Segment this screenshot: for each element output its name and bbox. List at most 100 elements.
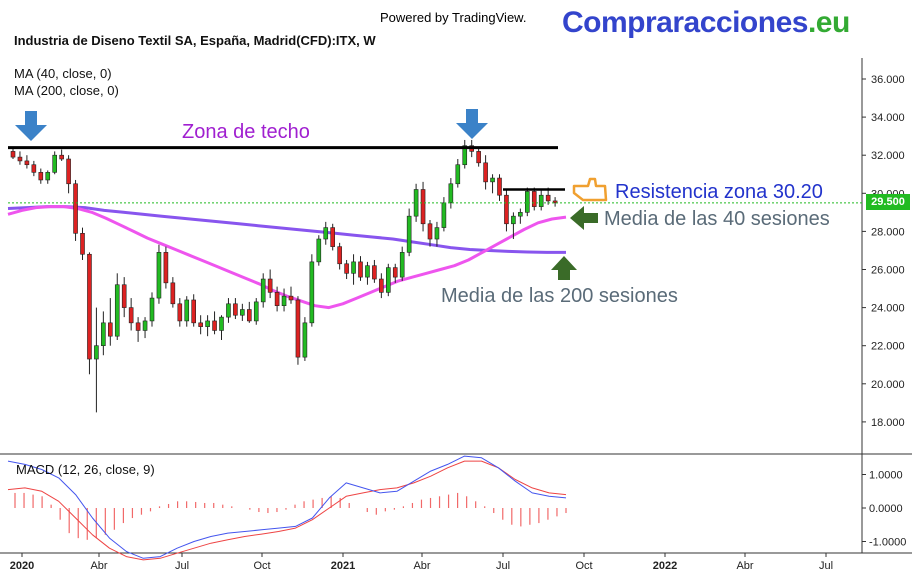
time-tick-label: Oct bbox=[253, 560, 270, 572]
candle bbox=[455, 159, 461, 188]
candle-body bbox=[170, 282, 176, 305]
candle-body bbox=[295, 299, 301, 358]
candle bbox=[80, 227, 85, 260]
candle-body bbox=[45, 172, 51, 181]
candle bbox=[24, 155, 30, 169]
candle-body bbox=[128, 307, 134, 324]
ma200-line bbox=[7, 205, 566, 254]
candle-body bbox=[177, 303, 183, 322]
candle-body bbox=[302, 322, 308, 358]
roof-arrow-right-icon bbox=[456, 109, 488, 139]
candle bbox=[316, 235, 322, 266]
ma40-label[interactable]: MA (40, close, 0) bbox=[14, 66, 112, 81]
candle-body bbox=[518, 212, 523, 217]
candle bbox=[281, 288, 287, 312]
candle-body bbox=[247, 309, 252, 322]
brand-main: Compraracciones bbox=[562, 6, 808, 39]
candle-body bbox=[66, 158, 71, 185]
candle-body bbox=[267, 278, 273, 293]
macd-tick-label: 1.0000 bbox=[869, 470, 903, 482]
candle bbox=[538, 189, 544, 211]
candle bbox=[330, 223, 336, 251]
candle-body bbox=[330, 227, 336, 247]
ma-lines bbox=[7, 205, 567, 310]
candle bbox=[87, 252, 92, 375]
candle bbox=[184, 296, 190, 327]
candle bbox=[385, 263, 391, 297]
price-axis: 36.00034.00032.00030.00028.00026.00024.0… bbox=[862, 74, 905, 429]
candle bbox=[219, 315, 224, 340]
candle-body bbox=[108, 322, 113, 337]
time-tick-label: Abr bbox=[90, 560, 107, 572]
candle bbox=[351, 254, 356, 285]
candle-body bbox=[184, 299, 190, 322]
annotation-icons bbox=[15, 109, 608, 280]
candle-body bbox=[524, 191, 530, 213]
candle-body bbox=[17, 156, 23, 162]
candle bbox=[531, 187, 537, 211]
candle bbox=[504, 189, 509, 232]
candle-body bbox=[191, 299, 196, 324]
candle bbox=[552, 197, 558, 207]
resistance-annotation: Resistencia zona 30.20 bbox=[615, 181, 823, 203]
candle bbox=[448, 178, 454, 209]
time-tick-label: Abr bbox=[736, 560, 753, 572]
candle bbox=[205, 315, 210, 337]
candle bbox=[142, 317, 148, 339]
ma200-label[interactable]: MA (200, close, 0) bbox=[14, 83, 119, 98]
last-price-badge: 29.500 bbox=[866, 194, 910, 210]
price-tick-label: 20.000 bbox=[871, 379, 905, 391]
candle-body bbox=[38, 172, 44, 181]
macd-line bbox=[7, 455, 567, 559]
roof-arrow-left-icon bbox=[15, 111, 47, 141]
candle-body bbox=[87, 253, 92, 360]
ma200-annotation: Media de las 200 sesiones bbox=[441, 285, 678, 307]
candle bbox=[524, 187, 530, 217]
price-tick-label: 22.000 bbox=[871, 341, 905, 353]
candle bbox=[149, 292, 155, 327]
candle-body bbox=[531, 191, 537, 207]
candle bbox=[462, 139, 468, 169]
price-tick-label: 36.000 bbox=[871, 74, 905, 86]
candle-body bbox=[59, 154, 64, 160]
candle-body bbox=[149, 297, 155, 322]
candle-body bbox=[434, 227, 440, 240]
hand-pointer-icon bbox=[572, 177, 608, 202]
price-tick-label: 32.000 bbox=[871, 150, 905, 162]
candle-body bbox=[476, 151, 481, 164]
candle-body bbox=[205, 320, 210, 327]
candle-body bbox=[427, 223, 433, 240]
candle bbox=[17, 151, 23, 165]
candle bbox=[441, 197, 447, 232]
candle bbox=[198, 315, 203, 335]
candle-body bbox=[545, 194, 551, 202]
candle bbox=[247, 301, 252, 323]
candle bbox=[73, 179, 78, 241]
macd-tick-label: 0.0000 bbox=[869, 503, 903, 515]
candle bbox=[52, 151, 58, 175]
candle bbox=[420, 181, 426, 232]
candle bbox=[358, 256, 363, 281]
candle bbox=[31, 160, 37, 177]
candle bbox=[490, 174, 495, 194]
candle-body bbox=[552, 200, 558, 204]
macd-signal-line bbox=[7, 460, 567, 561]
candle bbox=[59, 149, 64, 161]
candle bbox=[108, 298, 113, 346]
candle bbox=[365, 261, 370, 285]
candle-body bbox=[288, 295, 294, 301]
candle bbox=[253, 298, 259, 325]
price-tick-label: 26.000 bbox=[871, 265, 905, 277]
candle bbox=[212, 311, 217, 335]
candle-body bbox=[504, 194, 509, 225]
candle-body bbox=[198, 322, 203, 327]
candle bbox=[45, 170, 51, 184]
macd-label[interactable]: MACD (12, 26, close, 9) bbox=[16, 462, 155, 477]
candle-body bbox=[163, 252, 169, 284]
candle bbox=[267, 269, 273, 299]
time-tick-label: 2021 bbox=[331, 560, 355, 572]
ma40-annotation: Media de las 40 sesiones bbox=[604, 208, 830, 230]
candle bbox=[476, 147, 481, 167]
